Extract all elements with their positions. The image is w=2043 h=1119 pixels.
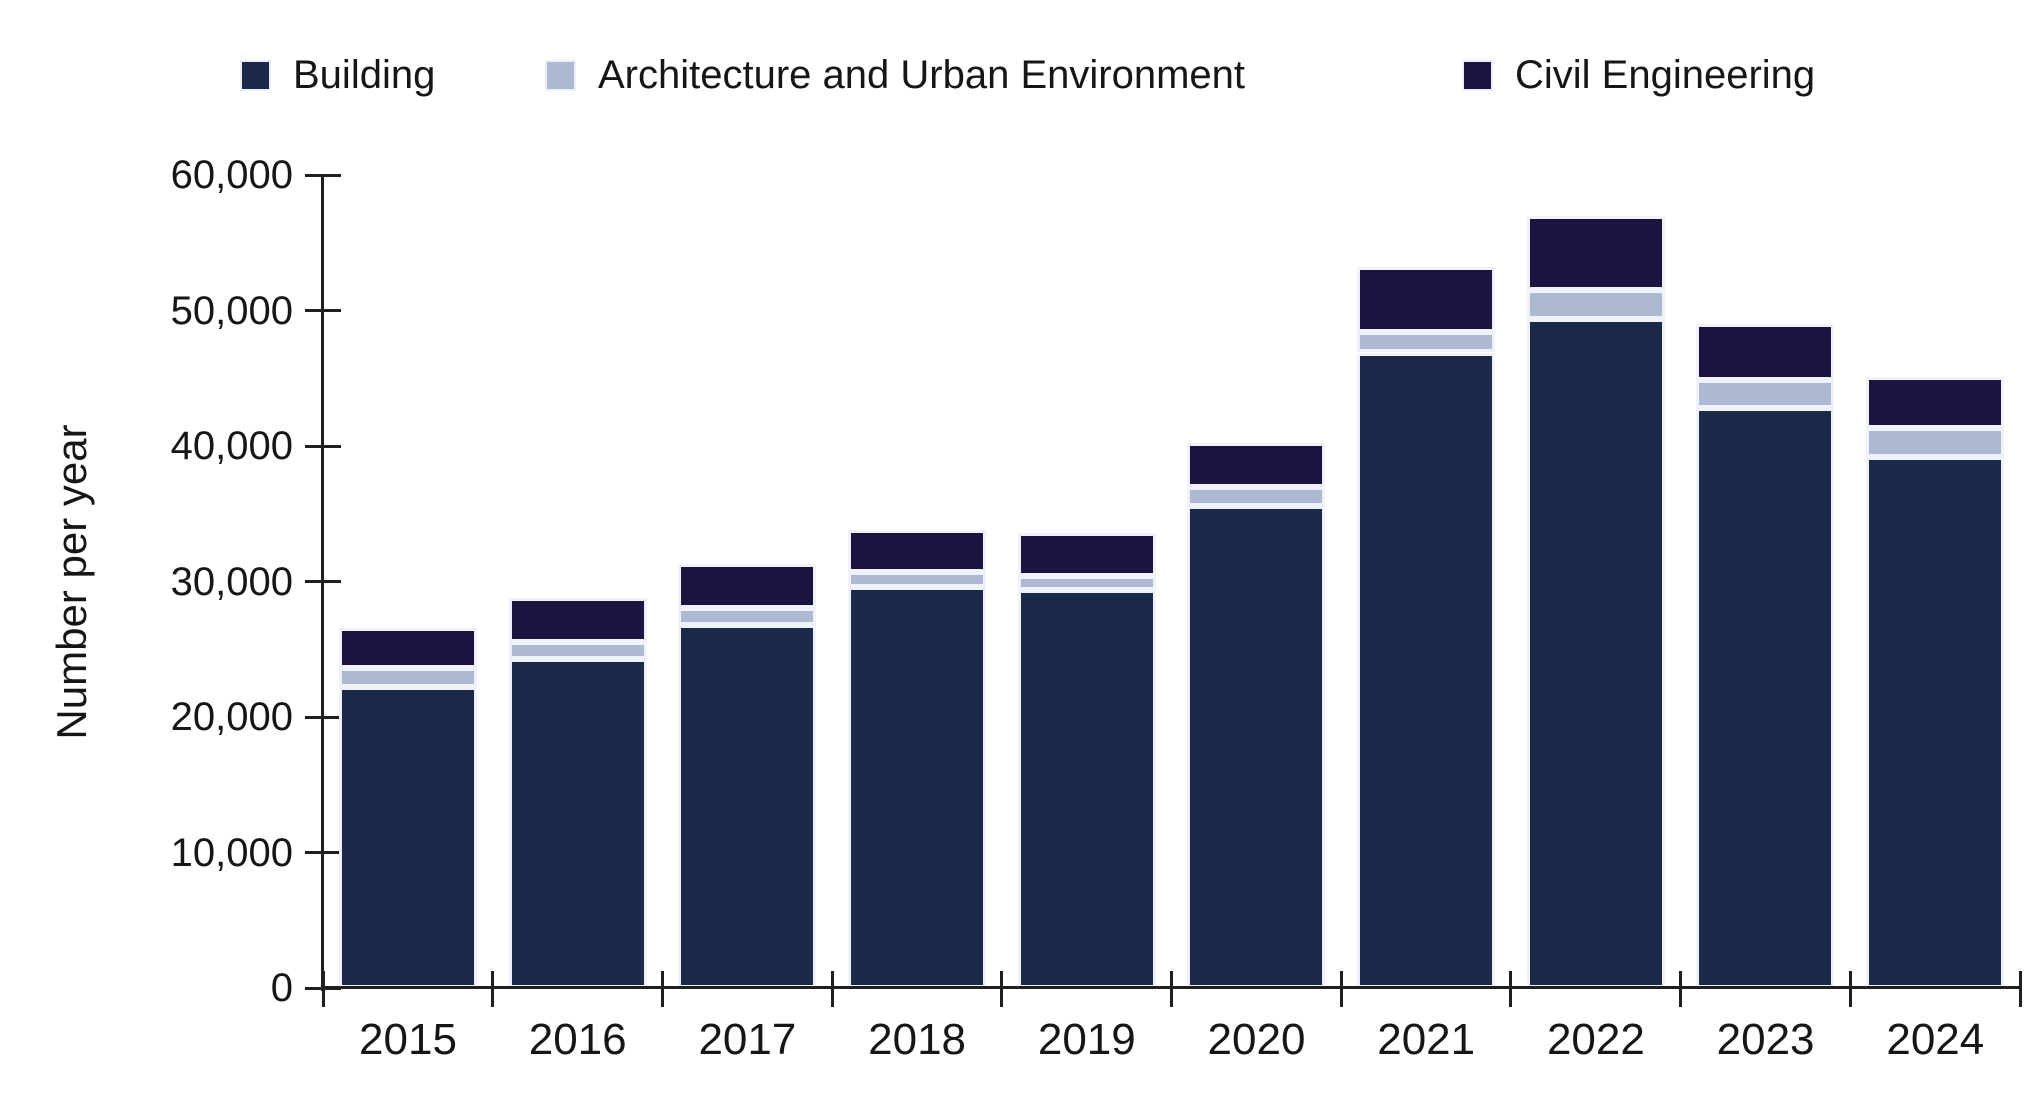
x-category-label: 2018 (868, 1015, 967, 1064)
y-tick-label: 60,000 (170, 153, 293, 197)
legend-label-building: Building (293, 53, 436, 97)
legend-label-civil-engineering: Civil Engineering (1515, 53, 1816, 97)
y-axis-line (321, 175, 324, 991)
x-axis-tick (491, 971, 495, 1007)
bar-segment-civil-engineering-2021 (1357, 267, 1496, 333)
bar-segment-architecture-and-urban-environment-2024 (1866, 428, 2005, 457)
x-category-label: 2022 (1546, 1015, 1645, 1064)
bar-segment-building-2019 (1017, 589, 1156, 988)
bar-segment-architecture-and-urban-environment-2021 (1357, 332, 1496, 353)
bar-segment-building-2022 (1526, 318, 1665, 988)
bar-segment-architecture-and-urban-environment-2016 (508, 642, 647, 659)
bar-segment-architecture-and-urban-environment-2023 (1696, 379, 1835, 409)
x-axis-tick (2018, 971, 2022, 1007)
y-tick-label: 40,000 (170, 424, 293, 468)
bar-segment-building-2017 (678, 624, 817, 988)
bar-segment-building-2023 (1696, 408, 1835, 988)
x-category-label: 2023 (1716, 1015, 1815, 1064)
x-axis-tick (660, 971, 664, 1007)
bar-segment-architecture-and-urban-environment-2017 (678, 607, 817, 625)
x-category-label: 2020 (1207, 1015, 1306, 1064)
x-axis-tick (1679, 971, 1683, 1007)
architecture-urban-environment-swatch-icon (545, 59, 576, 91)
bar-segment-civil-engineering-2019 (1017, 532, 1156, 577)
bar-segment-civil-engineering-2017 (678, 563, 817, 608)
civil-engineering-swatch-icon (1462, 59, 1493, 91)
bar-segment-building-2021 (1357, 352, 1496, 988)
bar-segment-building-2018 (847, 586, 986, 988)
x-category-label: 2017 (698, 1015, 797, 1064)
y-tick-label: 10,000 (170, 830, 293, 875)
x-category-label: 2015 (359, 1015, 457, 1064)
legend-item-civil-engineering: Civil Engineering (1462, 55, 1815, 95)
bar-segment-building-2024 (1866, 456, 2005, 988)
x-axis-tick (1170, 971, 1173, 1007)
x-axis-tick (830, 971, 834, 1007)
bar-segment-architecture-and-urban-environment-2020 (1187, 486, 1326, 506)
bar-segment-civil-engineering-2016 (508, 597, 647, 643)
legend-label-architecture-urban-environment: Architecture and Urban Environment (598, 53, 1245, 97)
y-tick-label: 20,000 (170, 695, 293, 739)
x-category-label: 2016 (528, 1015, 627, 1064)
x-axis-line (321, 986, 2022, 989)
bar-segment-civil-engineering-2023 (1696, 324, 1835, 380)
x-category-label: 2021 (1377, 1015, 1476, 1064)
bar-segment-architecture-and-urban-environment-2022 (1526, 290, 1665, 319)
x-category-label: 2024 (1886, 1015, 1985, 1064)
x-axis-tick (1509, 971, 1513, 1007)
bar-segment-civil-engineering-2024 (1866, 376, 2005, 429)
x-axis-tick (1339, 971, 1343, 1007)
legend-item-architecture-urban-environment: Architecture and Urban Environment (545, 55, 1245, 95)
bar-segment-building-2016 (508, 658, 647, 988)
bar-segment-civil-engineering-2015 (338, 627, 477, 669)
y-tick-label: 0 (270, 966, 293, 1010)
x-axis-tick (1848, 971, 1852, 1007)
bar-segment-civil-engineering-2022 (1526, 215, 1665, 291)
bar-segment-building-2020 (1187, 505, 1326, 988)
building-swatch-icon (240, 59, 271, 91)
legend-item-building: Building (240, 55, 435, 95)
y-tick-label: 30,000 (170, 559, 293, 604)
bar-segment-civil-engineering-2018 (847, 530, 986, 572)
bar-segment-architecture-and-urban-environment-2018 (847, 572, 986, 587)
x-axis-tick (1000, 971, 1004, 1007)
y-tick-label: 50,000 (170, 288, 293, 333)
bar-segment-architecture-and-urban-environment-2019 (1017, 576, 1156, 590)
bar-segment-civil-engineering-2020 (1187, 443, 1326, 487)
bar-segment-architecture-and-urban-environment-2015 (338, 668, 477, 688)
x-category-label: 2019 (1037, 1015, 1136, 1064)
bar-segment-building-2015 (338, 687, 477, 988)
